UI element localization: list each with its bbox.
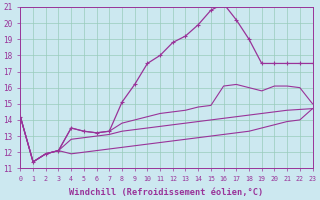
X-axis label: Windchill (Refroidissement éolien,°C): Windchill (Refroidissement éolien,°C) (69, 188, 264, 197)
